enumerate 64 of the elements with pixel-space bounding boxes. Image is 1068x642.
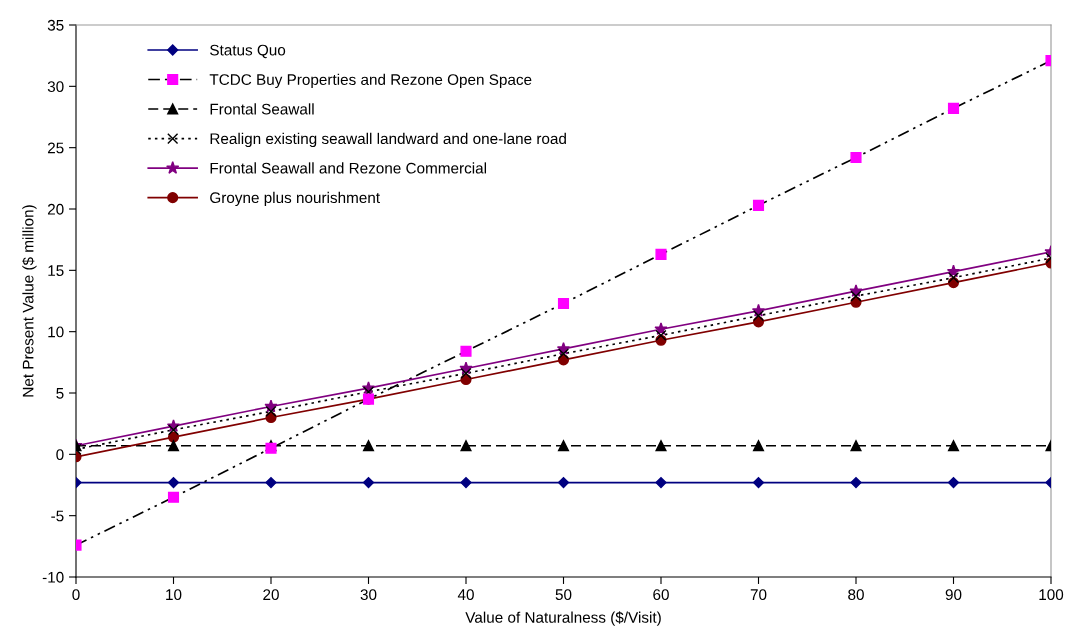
point bbox=[362, 476, 375, 489]
y-axis-title: Net Present Value ($ million) bbox=[22, 205, 37, 397]
point bbox=[655, 476, 667, 489]
legend-label: Frontal Seawall and Rezone Commercial bbox=[210, 162, 487, 174]
point bbox=[947, 476, 960, 489]
x-tick-label: 90 bbox=[945, 589, 962, 601]
point bbox=[655, 440, 667, 452]
x-tick-label: 0 bbox=[72, 589, 80, 601]
y-tick-label: 35 bbox=[47, 19, 64, 31]
point bbox=[460, 367, 472, 379]
y-tick-label: -5 bbox=[51, 510, 64, 522]
point bbox=[557, 476, 570, 489]
x-tick-label: 30 bbox=[360, 589, 377, 601]
point bbox=[265, 476, 277, 489]
point bbox=[850, 476, 862, 489]
y-tick-label: 15 bbox=[48, 265, 64, 277]
x-tick-label: 10 bbox=[166, 589, 182, 601]
point bbox=[167, 440, 180, 452]
legend-label: TCDC Buy Properties and Rezone Open Space bbox=[209, 73, 532, 89]
point bbox=[557, 297, 570, 310]
point bbox=[460, 345, 472, 357]
point bbox=[265, 405, 277, 417]
x-tick-label: 50 bbox=[555, 589, 572, 601]
legend-label: Status Quo bbox=[210, 44, 286, 59]
y-tick-label: 20 bbox=[47, 203, 64, 215]
point bbox=[167, 424, 180, 436]
point bbox=[167, 476, 180, 489]
y-tick-label: 5 bbox=[56, 388, 64, 399]
point bbox=[850, 151, 862, 164]
y-tick-label: 25 bbox=[47, 142, 64, 154]
point bbox=[362, 440, 375, 452]
point bbox=[556, 341, 571, 355]
point bbox=[655, 248, 667, 260]
point bbox=[850, 440, 862, 452]
y-tick-label: 0 bbox=[56, 449, 64, 461]
point bbox=[947, 272, 960, 284]
x-axis-title: Value of Naturalness ($/Visit) bbox=[465, 611, 661, 626]
x-tick-label: 70 bbox=[750, 589, 767, 601]
point bbox=[460, 440, 472, 452]
point bbox=[752, 476, 765, 489]
point bbox=[946, 264, 961, 278]
y-tick-label: 10 bbox=[48, 326, 64, 338]
point bbox=[557, 348, 570, 360]
x-tick-label: 100 bbox=[1039, 589, 1064, 601]
legend-label: Frontal Seawall bbox=[210, 103, 314, 115]
y-tick-label: 30 bbox=[47, 81, 64, 93]
point bbox=[557, 440, 570, 452]
x-tick-label: 80 bbox=[848, 589, 864, 601]
point bbox=[167, 491, 180, 503]
point bbox=[460, 476, 472, 489]
legend-label: Realign existing seawall landward and one-lane road bbox=[210, 132, 566, 148]
legend-label: Groyne plus nourishment bbox=[210, 191, 380, 207]
y-tick-label: -10 bbox=[42, 571, 64, 583]
point bbox=[947, 102, 960, 114]
point bbox=[655, 329, 667, 341]
point bbox=[947, 440, 960, 452]
point bbox=[850, 290, 862, 302]
x-tick-label: 20 bbox=[263, 589, 279, 601]
x-tick-label: 60 bbox=[653, 589, 669, 601]
point bbox=[752, 199, 765, 211]
point bbox=[752, 440, 765, 452]
point bbox=[751, 303, 766, 317]
point bbox=[752, 310, 765, 322]
x-tick-label: 40 bbox=[457, 589, 474, 601]
